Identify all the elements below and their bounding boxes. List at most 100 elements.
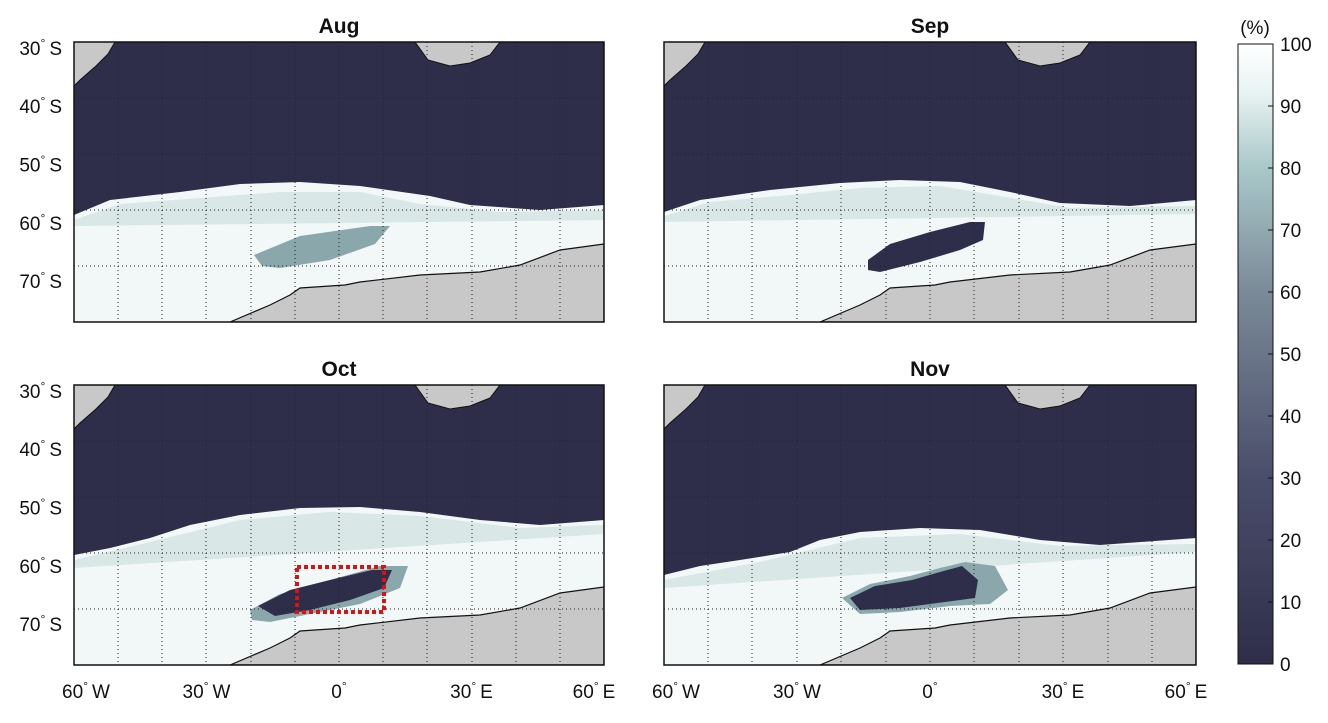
lon-tick-label: 0° xyxy=(922,679,938,703)
land-antarctica xyxy=(819,586,1196,665)
lon-tick-hemi: W xyxy=(682,682,700,703)
polynya xyxy=(254,226,390,268)
lat-tick-hemi: S xyxy=(49,214,62,235)
lon-tick-value: 30 xyxy=(1042,682,1063,703)
colorbar-ticks: 0 10 20 30 40 50 60 70 80 90 100 xyxy=(1268,35,1312,676)
land-south-america xyxy=(74,42,116,87)
lat-tick-value: 30 xyxy=(19,382,40,403)
lon-tick-hemi: E xyxy=(1195,682,1208,703)
lat-tick-value: 70 xyxy=(19,272,40,293)
lon-tick-value: 30 xyxy=(450,682,471,703)
lat-tick-value: 40 xyxy=(19,440,40,461)
land-south-america xyxy=(74,385,116,430)
degree-symbol: ° xyxy=(594,679,599,693)
land-south-america xyxy=(664,385,706,430)
sea-ice-edge xyxy=(74,192,604,226)
lon-tick-label: 30° W xyxy=(773,679,821,703)
lon-tick-hemi: E xyxy=(480,682,493,703)
colorbar-tick-label: 10 xyxy=(1280,593,1301,614)
panel-title: Nov xyxy=(910,358,950,381)
lon-tick-value: 60 xyxy=(1165,682,1186,703)
lon-tick-value: 30 xyxy=(183,682,204,703)
land-africa xyxy=(414,42,501,67)
colorbar: (%) 0 10 20 30 40 50 60 70 80 90 100 xyxy=(1237,18,1312,676)
lat-tick-label: 30° S xyxy=(19,36,62,60)
colorbar-tick-label: 80 xyxy=(1280,159,1301,180)
degree-symbol: ° xyxy=(41,379,46,393)
lat-tick-label: 40° S xyxy=(19,437,62,461)
panel-title: Sep xyxy=(911,15,950,38)
land-africa xyxy=(1004,385,1091,410)
lat-tick-value: 60 xyxy=(19,214,40,235)
degree-symbol: ° xyxy=(41,269,46,283)
lon-tick-label: 60° E xyxy=(573,679,616,703)
grid xyxy=(664,385,1196,665)
degree-symbol: ° xyxy=(1186,679,1191,693)
panel-title: Aug xyxy=(319,15,360,38)
lat-tick-hemi: S xyxy=(49,156,62,177)
grid xyxy=(74,385,604,665)
grid xyxy=(664,42,1196,322)
colorbar-tick-label: 70 xyxy=(1280,221,1301,242)
degree-symbol: ° xyxy=(204,679,209,693)
lat-tick-value: 50 xyxy=(19,156,40,177)
polynya xyxy=(258,570,392,616)
lat-tick-value: 60 xyxy=(19,557,40,578)
degree-symbol: ° xyxy=(673,679,678,693)
degree-symbol: ° xyxy=(83,679,88,693)
panel-frame xyxy=(73,41,605,323)
lon-tick-value: 0 xyxy=(922,682,933,703)
degree-symbol: ° xyxy=(41,94,46,108)
lat-tick-hemi: S xyxy=(49,39,62,60)
degree-symbol: ° xyxy=(41,612,46,626)
lat-tick-hemi: S xyxy=(49,557,62,578)
lon-tick-hemi: W xyxy=(213,682,231,703)
lat-tick-label: 60° S xyxy=(19,554,62,578)
degree-symbol: ° xyxy=(41,36,46,50)
lon-tick-value: 30 xyxy=(773,682,794,703)
degree-symbol: ° xyxy=(41,496,46,510)
degree-symbol: ° xyxy=(41,554,46,568)
colorbar-tick-label: 100 xyxy=(1280,35,1312,56)
polynya xyxy=(850,566,978,610)
lat-tick-hemi: S xyxy=(49,615,62,636)
lon-tick-label: 30° W xyxy=(183,679,231,703)
lon-labels: 60° W 30° W 0° 30° E 60° E 60° W 30° W 0° 30° E 60° E xyxy=(62,679,1207,703)
lon-tick-hemi: E xyxy=(603,682,616,703)
panel-frame xyxy=(663,384,1197,666)
lon-tick-hemi: W xyxy=(803,682,821,703)
degree-symbol: ° xyxy=(342,679,347,693)
panel-frame xyxy=(663,41,1197,323)
degree-symbol: ° xyxy=(41,437,46,451)
colorbar-tick-label: 20 xyxy=(1280,531,1301,552)
lon-tick-label: 30° E xyxy=(450,679,493,703)
lat-tick-hemi: S xyxy=(49,382,62,403)
lon-tick-value: 60 xyxy=(62,682,83,703)
map-panel-oct: Oct xyxy=(73,358,605,666)
lat-tick-label: 50° S xyxy=(19,496,62,520)
lat-labels: 30° S40° S50° S60° S70° S30° S40° S50° S60° S70° S xyxy=(19,36,62,636)
lat-tick-label: 50° S xyxy=(19,153,62,177)
lat-tick-value: 40 xyxy=(19,97,40,118)
panel-frame xyxy=(73,384,605,666)
degree-symbol: ° xyxy=(794,679,799,693)
degree-symbol: ° xyxy=(933,679,938,693)
land-antarctica xyxy=(819,243,1196,322)
map-panel-nov: Nov xyxy=(663,358,1197,666)
grid xyxy=(74,42,604,322)
lon-tick-label: 60° W xyxy=(652,679,700,703)
lon-tick-label: 60° E xyxy=(1165,679,1208,703)
land-south-america xyxy=(664,42,706,87)
colorbar-tick-label: 0 xyxy=(1280,655,1291,676)
lon-tick-label: 60° W xyxy=(62,679,110,703)
lat-tick-label: 30° S xyxy=(19,379,62,403)
colorbar-tick-label: 40 xyxy=(1280,407,1301,428)
lat-tick-label: 70° S xyxy=(19,269,62,293)
colorbar-unit: (%) xyxy=(1240,18,1270,39)
lat-tick-label: 60° S xyxy=(19,211,62,235)
highlight-box xyxy=(295,565,386,614)
lat-tick-value: 70 xyxy=(19,615,40,636)
degree-symbol: ° xyxy=(41,153,46,167)
degree-symbol: ° xyxy=(1063,679,1068,693)
